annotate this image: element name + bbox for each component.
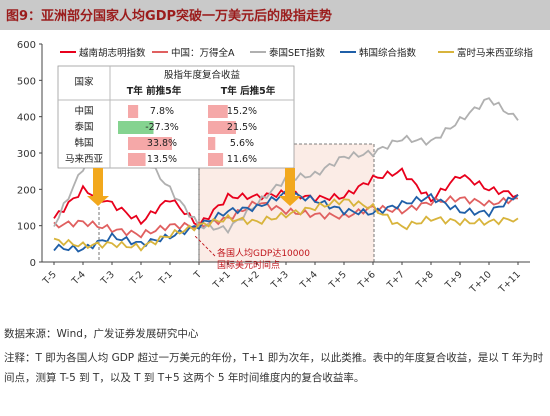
- table-bar-after: [208, 121, 236, 134]
- table-header-country: 国家: [74, 76, 94, 88]
- table-value-before: 33.8%: [147, 138, 177, 149]
- table-value-after: 15.2%: [227, 106, 257, 117]
- y-tick-label: 600: [17, 40, 36, 51]
- x-tick-label: T+8: [413, 269, 435, 291]
- inset-table: [57, 65, 295, 169]
- y-tick-label: 200: [17, 185, 36, 196]
- table-bar-before: [128, 153, 146, 166]
- table-bar-before: [118, 121, 154, 134]
- title-bar: [0, 0, 550, 30]
- table-bar-before: [128, 105, 139, 118]
- table-header-group: 股指年度复合收益: [164, 69, 241, 81]
- table-value-after: 11.6%: [227, 154, 257, 165]
- arrow-after-shaft: [285, 168, 295, 196]
- arrow-before-head: [87, 196, 109, 206]
- x-tick-label: T: [191, 269, 204, 282]
- annotation-text: 国际美元时间点: [217, 259, 280, 271]
- table-value-after: 21.5%: [227, 122, 257, 133]
- x-tick-label: T+9: [442, 269, 464, 291]
- x-tick-label: T+4: [297, 269, 319, 291]
- table-row-country: 马来西亚: [65, 154, 104, 165]
- x-tick-label: T-2: [127, 269, 146, 288]
- table-row-country: 中国: [74, 105, 93, 117]
- table-col2-header: T年 后推5年: [221, 85, 276, 97]
- x-tick-label: T+1: [210, 269, 232, 291]
- footnote: 注释：T 即为各国人均 GDP 超过一万美元的年份，T+1 即为次年，以此类推。…: [4, 352, 544, 384]
- table-bar-after: [208, 137, 216, 150]
- legend-label-3: 泰国SET指数: [269, 47, 325, 59]
- legend-label-5: 富时马来西亚综指: [457, 47, 534, 59]
- source-note: 数据来源：Wind，广发证券发展研究中心: [4, 328, 199, 340]
- table-row-country: 韩国: [74, 137, 93, 149]
- arrow-after-head: [279, 196, 301, 206]
- series-line-5: [53, 198, 519, 252]
- table-col1-header: T年 前推5年: [127, 85, 182, 97]
- table-value-after: 5.6%: [230, 138, 254, 149]
- x-tick-label: T+2: [239, 269, 261, 291]
- table-bar-after: [208, 105, 228, 118]
- legend-label-1: 越南胡志明指数: [79, 47, 146, 59]
- x-tick-label: T+11: [496, 269, 523, 296]
- table-value-before: -27.3%: [145, 122, 179, 133]
- y-tick-label: 100: [17, 222, 36, 233]
- legend-label-4: 韩国综合指数: [359, 47, 417, 59]
- x-tick-label: T+6: [355, 269, 377, 291]
- y-tick-label: 300: [17, 149, 36, 160]
- x-tick-label: T-5: [40, 269, 59, 288]
- x-tick-label: T+5: [326, 269, 348, 291]
- legend-label-2: 中国：万得全A: [171, 47, 235, 59]
- table-value-before: 13.5%: [147, 154, 177, 165]
- x-tick-label: T-4: [69, 269, 88, 288]
- table-bar-after: [208, 153, 224, 166]
- table-row-country: 泰国: [74, 121, 93, 133]
- series-line-2: [53, 195, 518, 239]
- table-bar-before: [128, 137, 172, 150]
- y-tick-label: 0: [30, 258, 36, 269]
- y-tick-label: 400: [17, 113, 36, 124]
- arrow-before-shaft: [93, 168, 103, 196]
- x-tick-label: T-3: [98, 269, 117, 288]
- line-chart: 0 100 200 300 400 500 600 T-5 T-4 T-3 T-2 T-1 T T+1 T+…: [17, 40, 534, 296]
- table-value-before: 7.8%: [150, 106, 174, 117]
- x-tick-label: T-1: [156, 269, 175, 288]
- figure-title: 图9：亚洲部分国家人均GDP突破一万美元后的股指走势: [6, 9, 333, 24]
- x-tick-label: T+7: [384, 269, 406, 291]
- x-tick-label: T+10: [467, 269, 494, 296]
- x-tick-label: T+3: [268, 269, 290, 291]
- y-tick-label: 500: [17, 76, 36, 87]
- annotation-text: 各国人均GDP达10000: [217, 247, 310, 259]
